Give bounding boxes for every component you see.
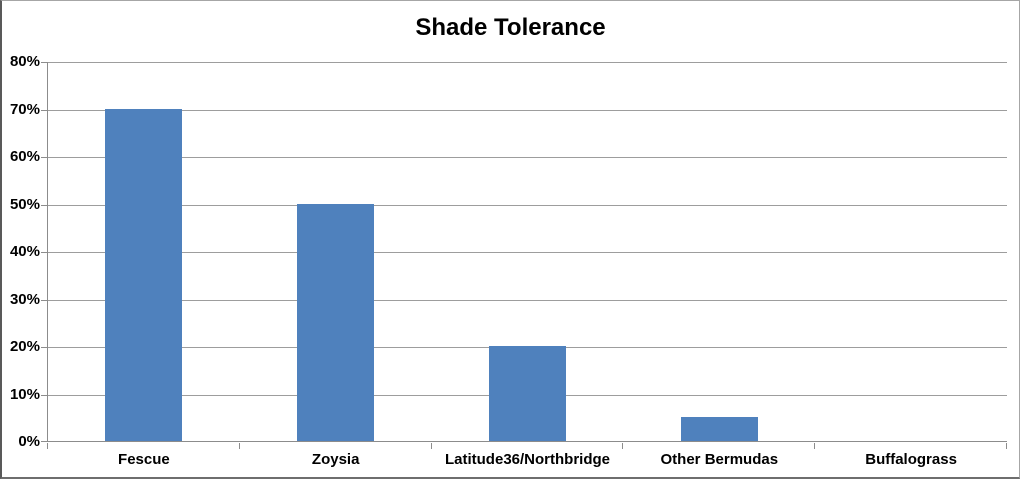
- y-axis-tick: [41, 347, 47, 348]
- gridline-60: [48, 157, 1007, 158]
- x-axis-category-label: Other Bermudas: [660, 451, 779, 468]
- x-axis-tick: [239, 443, 240, 449]
- y-axis-tick: [41, 299, 47, 301]
- y-axis-tick: [41, 394, 47, 396]
- y-axis-tick-label: 50%: [9, 195, 40, 213]
- x-axis-tick: [431, 443, 432, 449]
- x-axis-tick: [814, 443, 815, 449]
- x-axis-category-label: Zoysia: [311, 451, 360, 468]
- gridline-50: [48, 204, 1007, 206]
- y-axis-tick: [41, 62, 47, 63]
- y-axis-tick-label: 10%: [9, 385, 40, 403]
- chart-title: Shade Tolerance: [415, 14, 606, 41]
- gridline-30: [48, 299, 1007, 301]
- y-axis-tick-label: 70%: [9, 100, 40, 118]
- x-axis-category-label: Latitude36/Northbridge: [444, 451, 610, 468]
- x-axis-category-label: Buffalograss: [865, 451, 957, 468]
- y-axis-tick-label: 0%: [18, 433, 40, 450]
- y-axis-tick-label: 40%: [9, 243, 40, 260]
- y-axis-tick-label: 60%: [9, 148, 40, 165]
- y-axis-tick: [41, 109, 47, 111]
- bar-zoysia: [297, 203, 375, 441]
- y-axis-tick: [41, 441, 47, 442]
- gridline-70: [48, 109, 1007, 111]
- gridline-80: [48, 62, 1007, 63]
- y-axis-tick: [41, 252, 47, 253]
- gridline-40: [48, 252, 1007, 253]
- x-axis-tick: [1006, 443, 1007, 449]
- bar-latitude36-northbridge: [489, 346, 566, 441]
- y-axis-tick-label: 80%: [9, 53, 40, 70]
- x-axis-line: [47, 441, 1007, 442]
- y-axis-tick: [41, 157, 47, 158]
- y-axis-line: [47, 62, 48, 442]
- x-axis-category-label: Fescue: [118, 451, 170, 468]
- bar-other-bermudas: [680, 417, 758, 441]
- x-axis-tick: [47, 443, 48, 449]
- y-axis-tick: [41, 204, 47, 206]
- y-axis-tick-label: 20%: [9, 338, 40, 355]
- bar-fescue: [105, 108, 183, 441]
- y-axis-tick-label: 30%: [9, 290, 40, 308]
- x-axis-tick: [622, 443, 623, 449]
- plot-area: 0% 10% 20% 30% 40% 50% 60% 70% 80% Fescue Zoysia La…: [10, 53, 1007, 468]
